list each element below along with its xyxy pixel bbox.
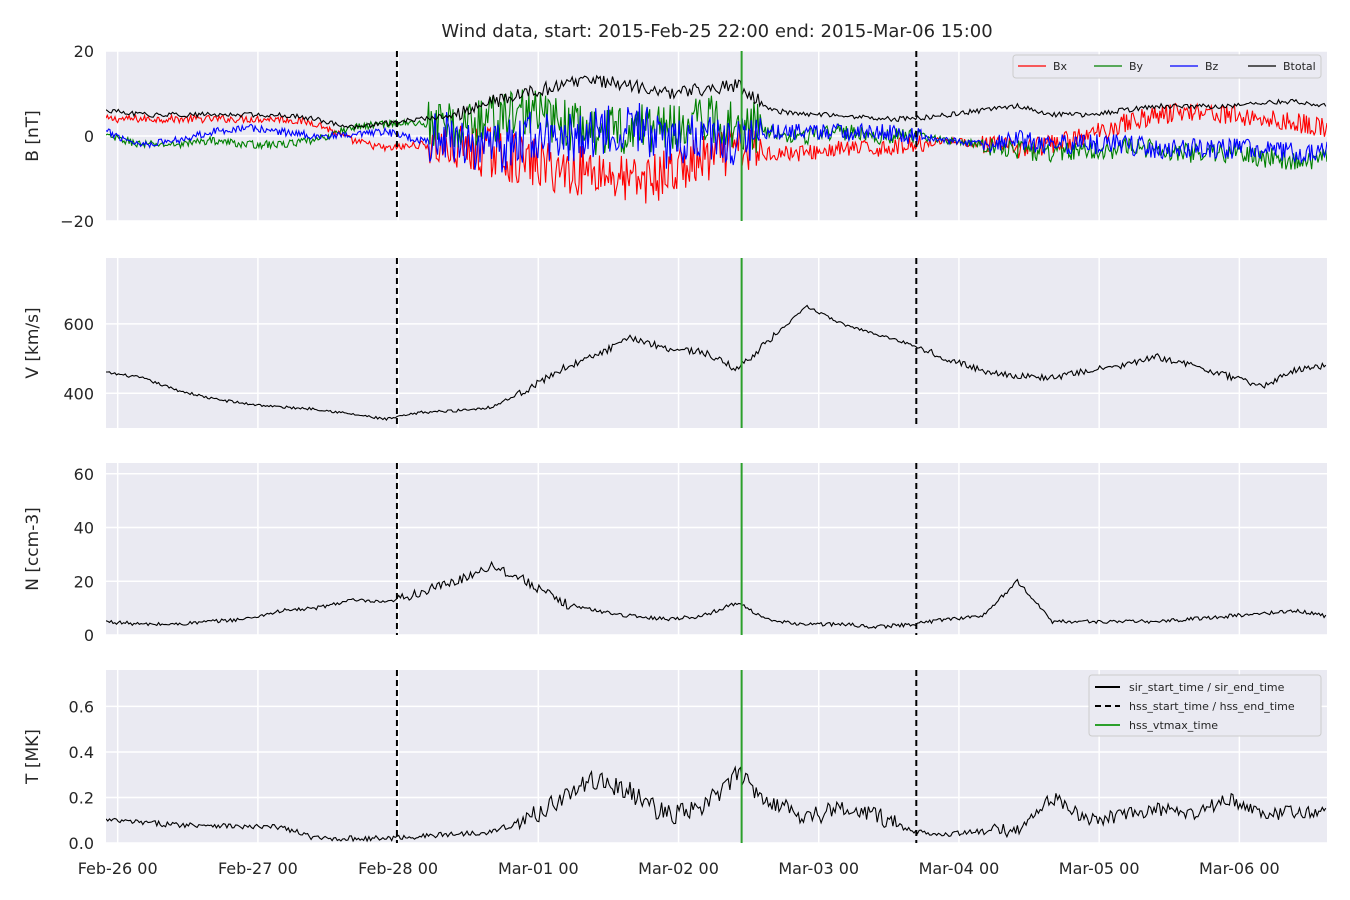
y-tick-label: 0.0 — [69, 834, 94, 853]
y-tick-label: 0.4 — [69, 743, 94, 762]
y-tick-label: 20 — [74, 572, 94, 591]
x-tick-label: Feb-28 00 — [358, 859, 438, 878]
y-tick-label: 20 — [74, 42, 94, 61]
legend-events: sir_start_time / sir_end_time hss_start_t… — [1088, 674, 1322, 737]
panel-3: 0 20 40 60 N [ccm-3] — [23, 463, 1327, 645]
panel-2: 400 600 V [km/s] — [23, 258, 1327, 428]
series-line-t — [106, 765, 1327, 843]
legend-label: Bz — [1205, 60, 1219, 73]
legend-label: Bx — [1053, 60, 1068, 73]
series-line-bz — [106, 102, 1327, 173]
x-tick-label: Mar-01 00 — [498, 859, 579, 878]
y-tick-label: 40 — [74, 519, 94, 538]
x-tick-label: Mar-04 00 — [919, 859, 1000, 878]
x-tick-label: Feb-27 00 — [218, 859, 298, 878]
legend-label: sir_start_time / sir_end_time — [1129, 681, 1285, 694]
legend-label: Btotal — [1283, 60, 1316, 73]
chart-title: Wind data, start: 2015-Feb-25 22:00 end:… — [441, 21, 992, 42]
y-tick-label: 0 — [84, 626, 94, 645]
legend-label: hss_vtmax_time — [1129, 719, 1218, 732]
series-line-v — [106, 304, 1327, 422]
panel-background — [106, 463, 1327, 635]
y-axis-label: N [ccm-3] — [23, 507, 43, 591]
legend-frame — [1088, 674, 1322, 737]
y-tick-label: 400 — [63, 384, 94, 403]
legend-frame — [1012, 54, 1322, 79]
panels: −20 0 20 B [nT] 400 600 V [km/s] 0 20 40 60 N [ccm-… — [23, 42, 1327, 853]
x-tick-label: Mar-02 00 — [638, 859, 719, 878]
series-line-by — [106, 89, 1327, 170]
x-tick-label: Mar-05 00 — [1059, 859, 1140, 878]
y-tick-label: 0 — [84, 127, 94, 146]
y-axis-label: T [MK] — [23, 729, 43, 785]
x-axis: Feb-26 00 Feb-27 00 Feb-28 00 Mar-01 00 Mar-… — [78, 859, 1280, 878]
panel-1: −20 0 20 B [nT] — [23, 42, 1327, 231]
legend-label: By — [1129, 60, 1144, 73]
y-tick-label: −20 — [60, 212, 94, 231]
y-tick-label: 60 — [74, 465, 94, 484]
series-line-btotal — [106, 74, 1327, 130]
x-tick-label: Feb-26 00 — [78, 859, 158, 878]
y-axis-label: V [km/s] — [23, 307, 43, 378]
legend-label: hss_start_time / hss_end_time — [1129, 700, 1295, 713]
y-tick-label: 0.2 — [69, 788, 94, 807]
x-tick-label: Mar-03 00 — [778, 859, 859, 878]
series-line-n — [106, 560, 1327, 630]
y-tick-label: 600 — [63, 315, 94, 334]
y-tick-label: 0.6 — [69, 697, 94, 716]
x-tick-label: Mar-06 00 — [1199, 859, 1280, 878]
y-axis-label: B [nT] — [23, 110, 43, 162]
panel-background — [106, 258, 1327, 428]
legend-b-components: Bx By Bz Btotal — [1012, 54, 1322, 79]
